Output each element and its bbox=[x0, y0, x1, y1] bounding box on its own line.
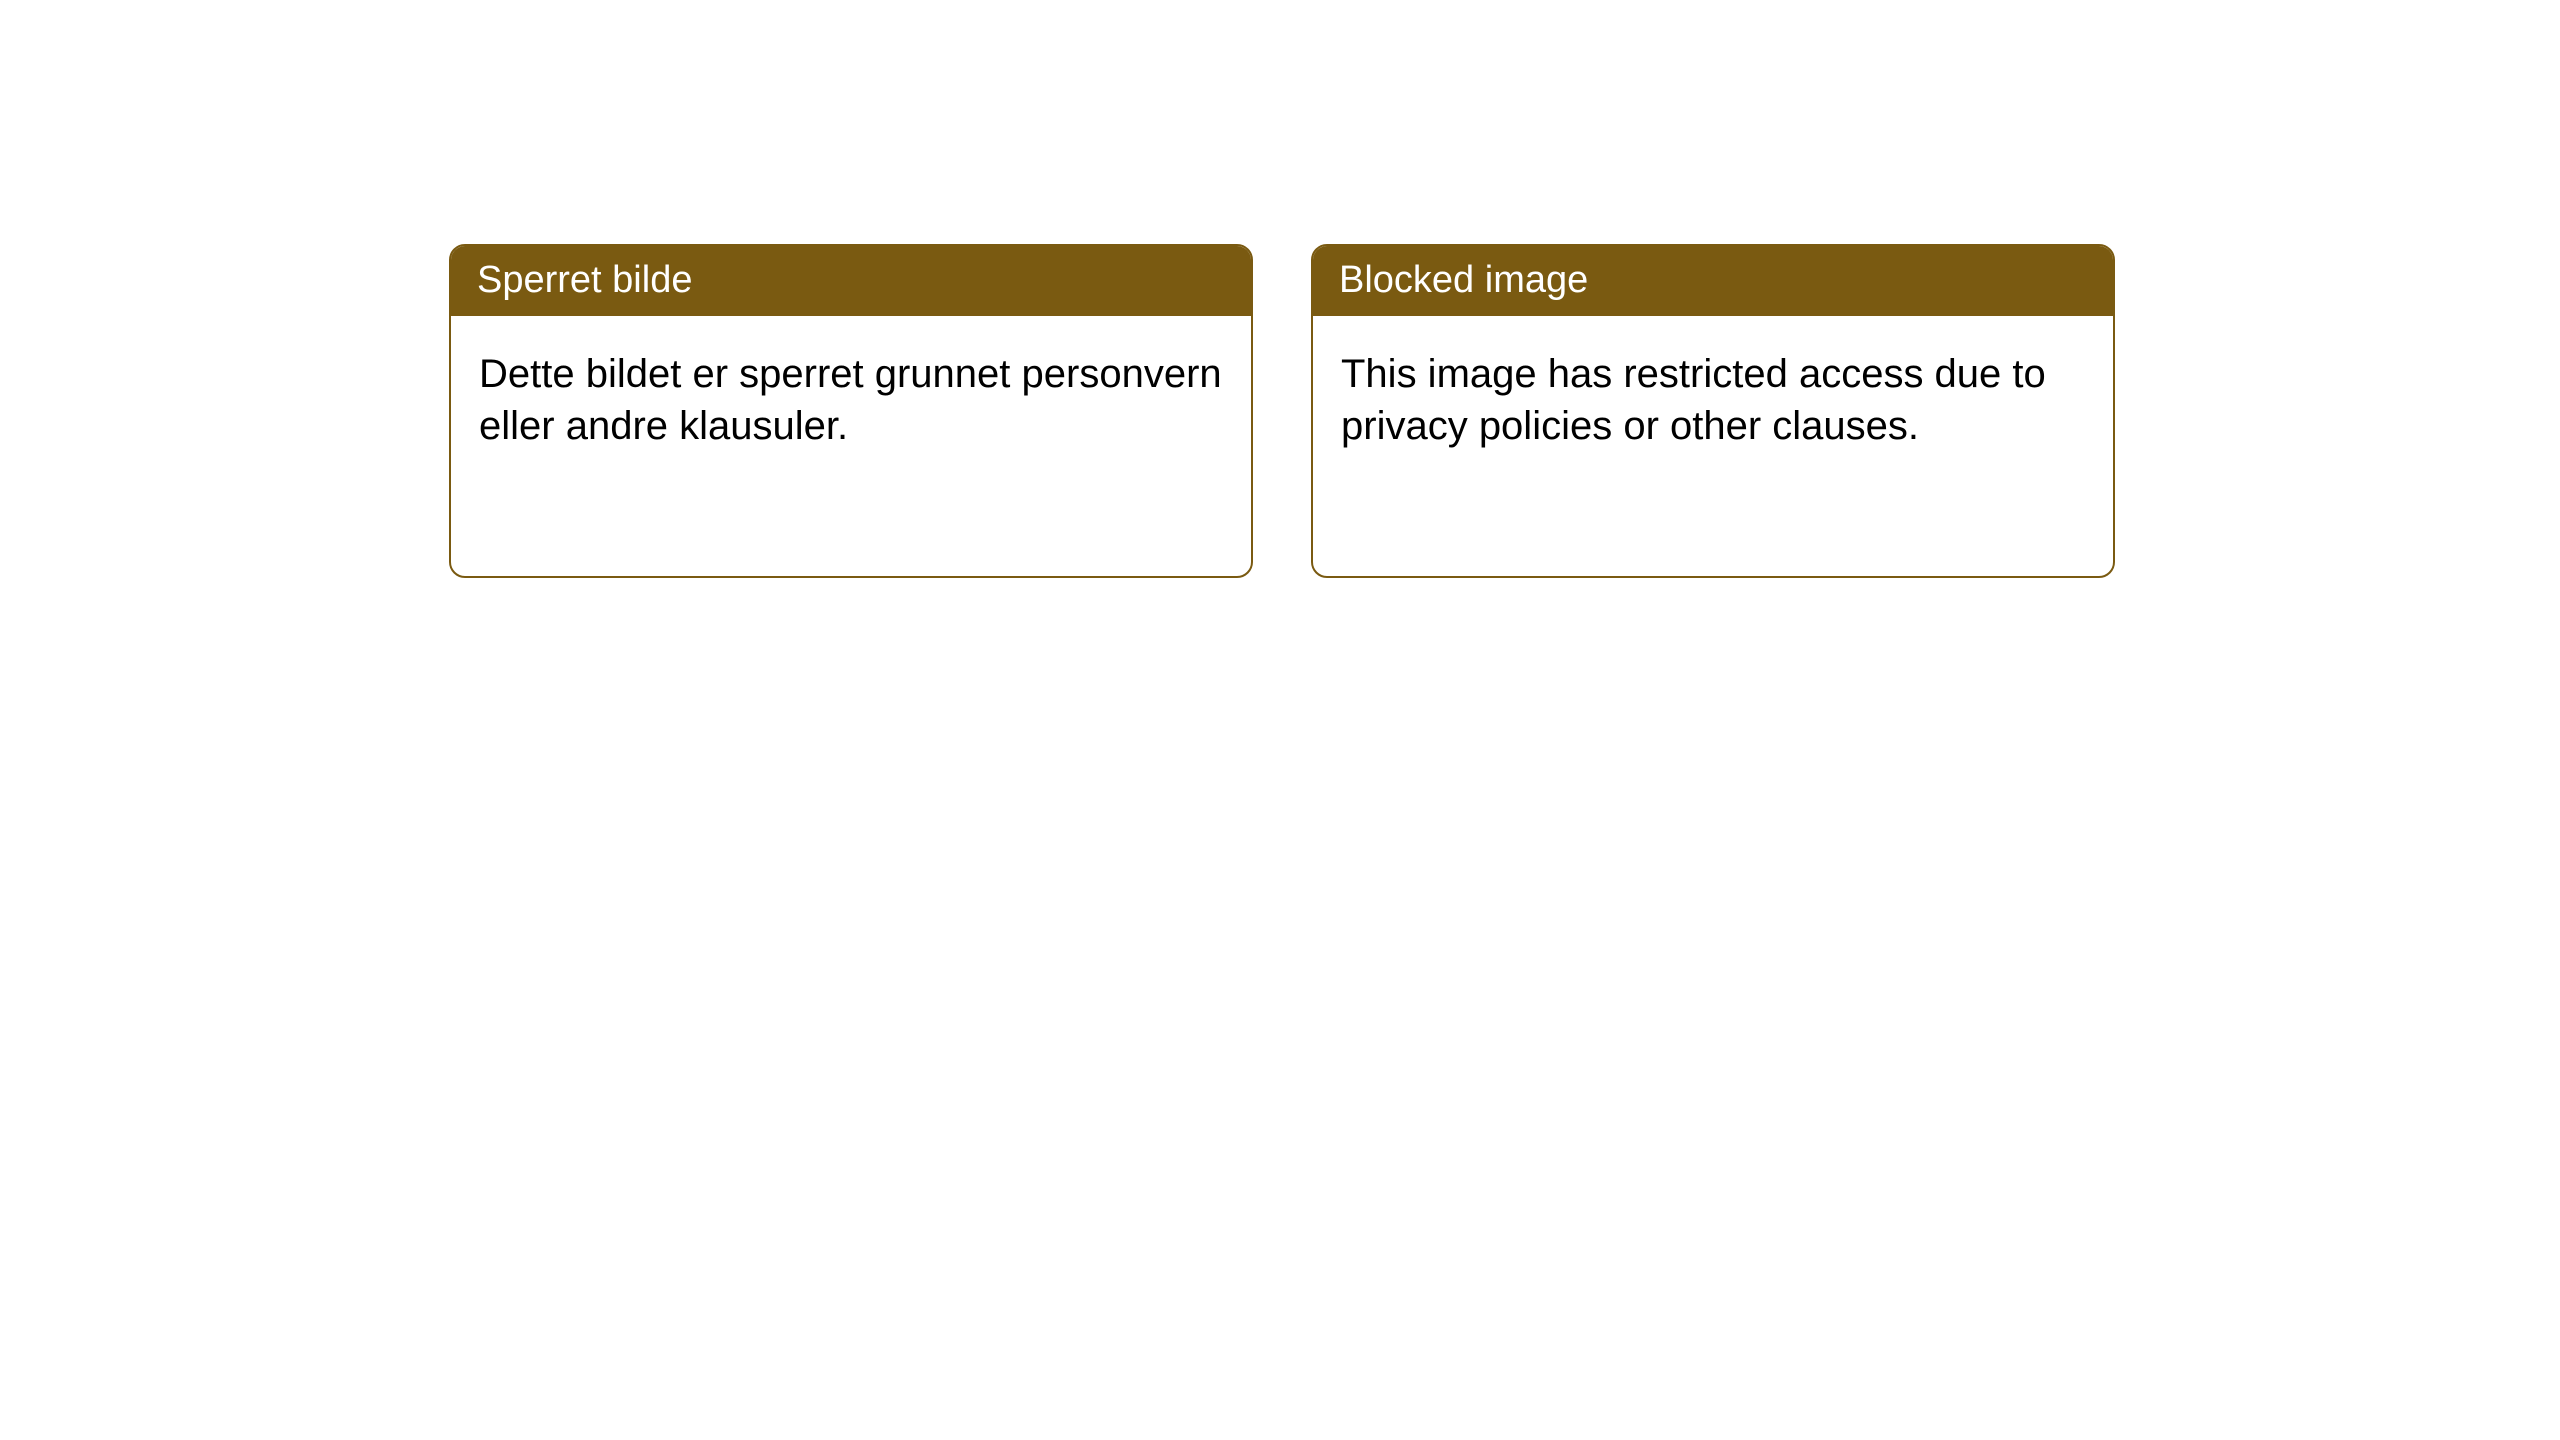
card-title: Sperret bilde bbox=[477, 259, 692, 301]
card-body-english: This image has restricted access due to … bbox=[1313, 316, 2113, 576]
card-body-text: Dette bildet er sperret grunnet personve… bbox=[479, 352, 1222, 449]
card-header-english: Blocked image bbox=[1313, 246, 2113, 316]
card-body-norwegian: Dette bildet er sperret grunnet personve… bbox=[451, 316, 1251, 576]
card-title: Blocked image bbox=[1339, 259, 1588, 301]
notice-card-norwegian: Sperret bilde Dette bildet er sperret gr… bbox=[449, 244, 1253, 578]
card-header-norwegian: Sperret bilde bbox=[451, 246, 1251, 316]
blocked-image-notice-container: Sperret bilde Dette bildet er sperret gr… bbox=[449, 244, 2115, 578]
card-body-text: This image has restricted access due to … bbox=[1341, 352, 2046, 449]
notice-card-english: Blocked image This image has restricted … bbox=[1311, 244, 2115, 578]
